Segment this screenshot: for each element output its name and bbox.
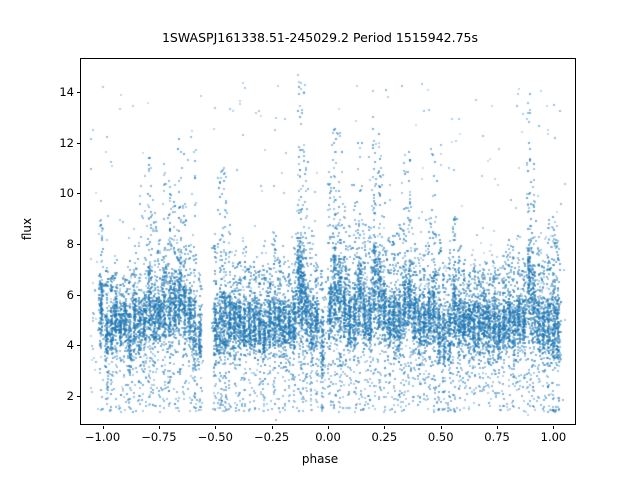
x-tick-mark: [272, 425, 273, 429]
y-tick-label: 14: [59, 85, 74, 100]
x-tick-mark: [159, 425, 160, 429]
page-title: 1SWASPJ161338.51-245029.2 Period 1515942…: [161, 30, 478, 45]
y-tick-label: 8: [66, 237, 74, 252]
y-tick-mark: [76, 143, 80, 144]
y-tick-label: 12: [59, 135, 74, 150]
y-tick-mark: [76, 92, 80, 93]
x-axis-tick-labels: −1.00 −0.75 −0.50 −0.25 0.00 0.25 0.50 0.75 1.00: [0, 430, 640, 448]
y-tick-label: 2: [66, 388, 74, 403]
x-tick-mark: [215, 425, 216, 429]
x-tick-label: 0.00: [315, 430, 341, 444]
x-tick-label: −0.50: [197, 430, 233, 444]
x-tick-mark: [441, 425, 442, 429]
y-tick-mark: [76, 193, 80, 194]
x-tick-label: −0.75: [141, 430, 177, 444]
x-tick-label: 0.50: [427, 430, 454, 444]
x-tick-mark: [384, 425, 385, 429]
plot-axes: [80, 58, 576, 425]
scatter-plot-canvas: [81, 59, 575, 424]
x-tick-label: −0.25: [254, 430, 290, 444]
y-axis-tick-labels: 2 4 6 8 10 12 14: [40, 0, 74, 480]
x-tick-mark: [328, 425, 329, 429]
y-tick-label: 10: [59, 186, 74, 201]
x-axis-label: phase: [301, 452, 339, 466]
y-tick-label: 6: [66, 287, 74, 302]
y-tick-label: 4: [66, 338, 74, 353]
x-tick-label: 1.00: [540, 430, 567, 444]
x-tick-label: 0.75: [484, 430, 510, 444]
y-tick-mark: [76, 396, 80, 397]
y-axis-label: flux: [20, 217, 34, 241]
x-tick-mark: [497, 425, 498, 429]
y-tick-mark: [76, 244, 80, 245]
x-tick-mark: [103, 425, 104, 429]
x-tick-mark: [553, 425, 554, 429]
x-tick-label: 0.25: [371, 430, 398, 444]
x-tick-label: −1.00: [84, 430, 121, 444]
y-tick-mark: [76, 295, 80, 296]
y-tick-mark: [76, 345, 80, 346]
